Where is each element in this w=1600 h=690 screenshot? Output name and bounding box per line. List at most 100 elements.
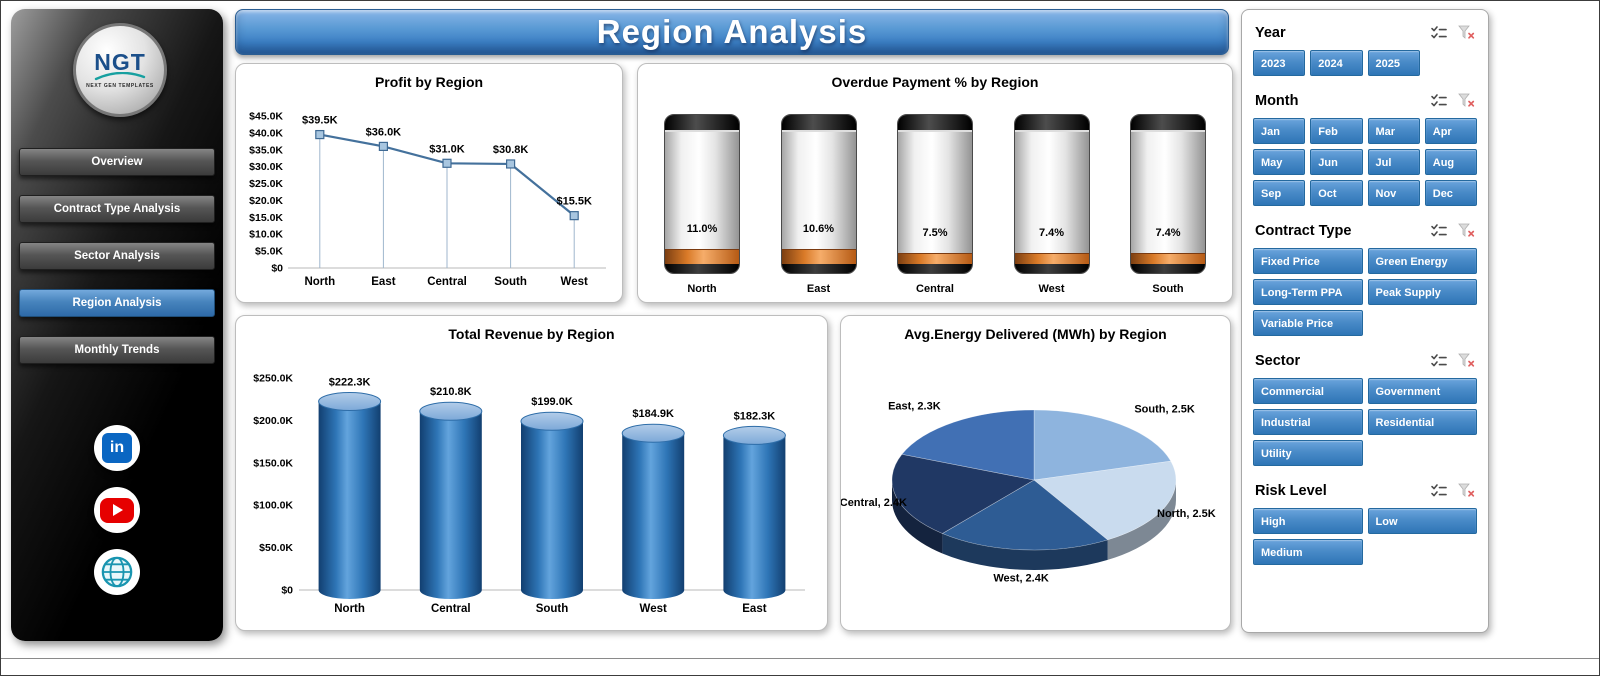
svg-text:$15.5K: $15.5K xyxy=(556,196,592,208)
svg-text:South: South xyxy=(494,276,527,288)
gauge-north: 11.0% North xyxy=(664,114,740,295)
total-revenue-card: Total Revenue by Region $0 $50.0K $100.0K $… xyxy=(235,315,828,631)
filter-option-long-term-ppa[interactable]: Long-Term PPA xyxy=(1253,279,1363,305)
overdue-payment-card: Overdue Payment % by Region 11.0% North 10… xyxy=(637,63,1233,303)
svg-text:$50.0K: $50.0K xyxy=(259,542,293,554)
overdue-gauge-chart: 11.0% North 10.6% East 7.5% Central 7.4% West 7.… xyxy=(664,114,1206,295)
profit-by-region-card: Profit by Region $0 $5.0K $10.0K $15.0K $20.… xyxy=(235,63,623,303)
filter-option-medium[interactable]: Medium xyxy=(1253,539,1363,565)
svg-text:$0: $0 xyxy=(271,263,283,275)
pie-label-east: East, 2.3K xyxy=(888,401,941,413)
clear-filter-icon[interactable] xyxy=(1457,352,1475,370)
filter-option-aug[interactable]: Aug xyxy=(1424,149,1477,175)
pie-label-south: South, 2.5K xyxy=(1134,403,1195,415)
filter-title-year: Year xyxy=(1255,25,1286,41)
sidebar-item-monthly-trends[interactable]: Monthly Trends xyxy=(19,336,215,364)
globe-glyph xyxy=(101,556,133,588)
gauge-category-label: West xyxy=(1038,283,1065,295)
website-icon[interactable] xyxy=(94,549,140,595)
filter-option-jan[interactable]: Jan xyxy=(1253,118,1306,144)
svg-text:$45.0K: $45.0K xyxy=(249,111,283,123)
clear-filter-icon[interactable] xyxy=(1457,482,1475,500)
page-header: Region Analysis xyxy=(235,9,1229,55)
svg-text:$36.0K: $36.0K xyxy=(366,126,402,138)
revenue-bar-chart: $0 $50.0K $100.0K $150.0K $200.0K $250.0K $222… xyxy=(253,373,805,615)
svg-text:Central: Central xyxy=(427,276,467,288)
chart-title-revenue: Total Revenue by Region xyxy=(448,326,615,342)
logo-text: NGT xyxy=(94,49,146,75)
svg-text:South: South xyxy=(536,603,569,615)
gauge-cap-top xyxy=(781,115,856,132)
gauge-cap-bottom xyxy=(898,264,972,273)
filter-option-dec[interactable]: Dec xyxy=(1424,180,1477,206)
filter-option-government[interactable]: Government xyxy=(1367,378,1477,404)
filter-option-2024[interactable]: 2024 xyxy=(1310,50,1363,76)
svg-text:West: West xyxy=(640,603,667,615)
filter-option-apr[interactable]: Apr xyxy=(1424,118,1477,144)
filter-option-2025[interactable]: 2025 xyxy=(1367,50,1420,76)
filter-option-may[interactable]: May xyxy=(1253,149,1306,175)
sidebar-item-overview[interactable]: Overview xyxy=(19,148,215,176)
filter-option-residential[interactable]: Residential xyxy=(1367,409,1477,435)
sidebar-item-region-analysis[interactable]: Region Analysis xyxy=(19,289,215,317)
clear-filter-icon[interactable] xyxy=(1457,92,1475,110)
filter-option-nov[interactable]: Nov xyxy=(1367,180,1420,206)
sidebar-item-contract-type-analysis[interactable]: Contract Type Analysis xyxy=(19,195,215,223)
filter-option-2023[interactable]: 2023 xyxy=(1253,50,1306,76)
filter-title-risk-level: Risk Level xyxy=(1255,483,1327,499)
svg-text:$25.0K: $25.0K xyxy=(249,178,283,190)
filter-option-green-energy[interactable]: Green Energy xyxy=(1367,248,1477,274)
multi-select-icon[interactable] xyxy=(1430,222,1448,240)
filter-option-jun[interactable]: Jun xyxy=(1310,149,1363,175)
filter-title-sector: Sector xyxy=(1255,353,1301,369)
filter-option-variable-price[interactable]: Variable Price xyxy=(1253,310,1363,336)
filter-option-low[interactable]: Low xyxy=(1367,508,1477,534)
svg-text:East: East xyxy=(371,276,395,288)
sidebar-item-sector-analysis[interactable]: Sector Analysis xyxy=(19,242,215,270)
gauge-fill xyxy=(1131,253,1205,264)
filter-option-high[interactable]: High xyxy=(1253,508,1363,534)
svg-text:$5.0K: $5.0K xyxy=(255,246,283,258)
youtube-icon[interactable] xyxy=(94,487,140,533)
svg-text:$150.0K: $150.0K xyxy=(253,457,293,469)
multi-select-icon[interactable] xyxy=(1430,24,1448,42)
filter-option-commercial[interactable]: Commercial xyxy=(1253,378,1363,404)
clear-filter-icon[interactable] xyxy=(1457,222,1475,240)
filter-option-feb[interactable]: Feb xyxy=(1310,118,1363,144)
filter-option-utility[interactable]: Utility xyxy=(1253,440,1363,466)
svg-text:$210.8K: $210.8K xyxy=(430,386,472,398)
gauge-value-label: 7.4% xyxy=(1038,227,1065,240)
svg-text:$199.0K: $199.0K xyxy=(531,396,573,408)
svg-text:$0: $0 xyxy=(281,585,293,597)
filter-title-contract-type: Contract Type xyxy=(1255,223,1352,239)
bar-south xyxy=(521,421,583,599)
bar-west xyxy=(622,433,685,599)
filter-option-mar[interactable]: Mar xyxy=(1367,118,1420,144)
filter-option-jul[interactable]: Jul xyxy=(1367,149,1420,175)
linkedin-icon[interactable]: in xyxy=(94,425,140,471)
multi-select-icon[interactable] xyxy=(1430,352,1448,370)
logo-subtext: NEXT GEN TEMPLATES xyxy=(86,83,154,89)
pie-label-north: North, 2.5K xyxy=(1157,508,1216,520)
filter-section-contract-type: Contract Type Fixed Price Green Energy Long… xyxy=(1253,222,1477,336)
gauge-cap-bottom xyxy=(781,264,856,273)
multi-select-icon[interactable] xyxy=(1430,92,1448,110)
filter-option-industrial[interactable]: Industrial xyxy=(1253,409,1363,435)
filter-section-risk-level: Risk Level High Low Medium xyxy=(1253,482,1477,565)
gauge-east: 10.6% East xyxy=(780,114,857,295)
clear-filter-icon[interactable] xyxy=(1457,24,1475,42)
filter-option-fixed-price[interactable]: Fixed Price xyxy=(1253,248,1363,274)
gauge-cap-bottom xyxy=(1014,264,1089,273)
gauge-cap-bottom xyxy=(1131,264,1205,273)
pie-label-west: West, 2.4K xyxy=(993,573,1048,585)
filter-option-peak-supply[interactable]: Peak Supply xyxy=(1367,279,1477,305)
page-title: Region Analysis xyxy=(596,13,868,50)
bar-central xyxy=(419,411,482,599)
filter-option-oct[interactable]: Oct xyxy=(1310,180,1363,206)
line-point-south xyxy=(506,159,516,169)
profit-line-chart: $0 $5.0K $10.0K $15.0K $20.0K $25.0K $30.0K $35… xyxy=(249,111,606,288)
chart-title-overdue: Overdue Payment % by Region xyxy=(831,74,1039,90)
multi-select-icon[interactable] xyxy=(1430,482,1448,500)
filter-option-sep[interactable]: Sep xyxy=(1253,180,1306,206)
pie-slice-central xyxy=(891,453,1035,534)
